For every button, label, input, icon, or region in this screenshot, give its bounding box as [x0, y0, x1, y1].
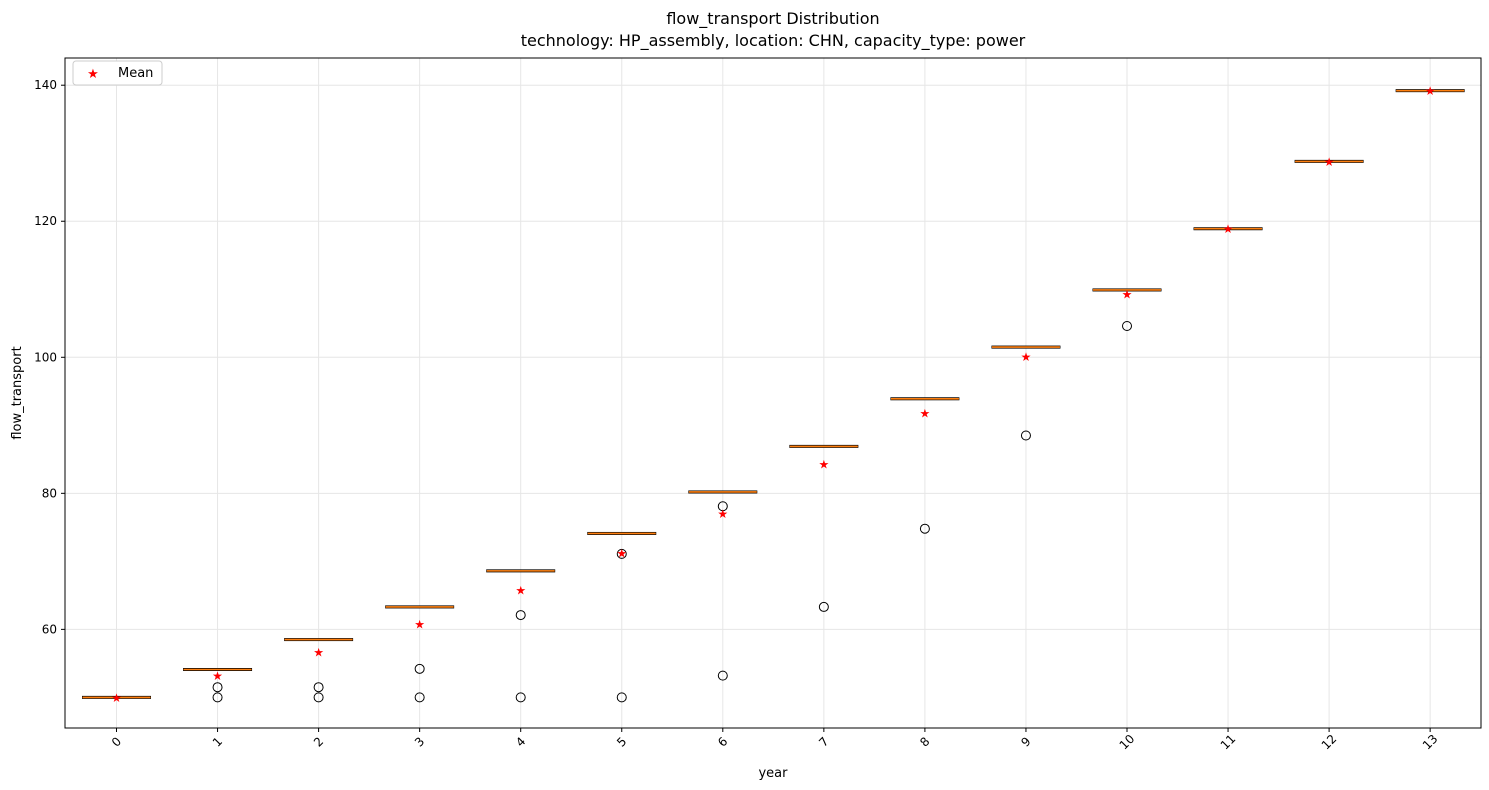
chart-title: flow_transport Distribution [666, 9, 879, 29]
x-tick-label: 6 [715, 734, 730, 749]
legend-box [72, 60, 163, 86]
legend: ★ Mean [72, 60, 163, 86]
mean-point: ★ [313, 645, 324, 659]
mean-point: ★ [616, 547, 627, 561]
x-tick-label: 10 [1117, 732, 1138, 753]
x-tick-label: 0 [109, 734, 124, 749]
mean-point: ★ [515, 583, 526, 597]
x-axis-ticks: 0 1 2 3 4 5 6 7 8 9 10 11 12 13 [109, 728, 1441, 752]
mean-series: ★ ★ ★ ★ ★ ★ ★ ★ ★ ★ ★ ★ ★ ★ [111, 84, 1435, 705]
mean-point: ★ [1122, 288, 1133, 302]
outlier-point [414, 692, 425, 703]
x-tick-label: 9 [1018, 734, 1033, 749]
mean-point: ★ [1223, 222, 1234, 236]
outlier-point [515, 610, 526, 621]
outlier-series [212, 321, 1132, 703]
outlier-point [818, 601, 829, 612]
outlier-point [616, 692, 627, 703]
x-tick-label: 1 [210, 734, 225, 749]
x-tick-label: 3 [412, 734, 427, 749]
x-tick-label: 2 [311, 734, 326, 749]
outlier-point [919, 523, 930, 534]
grid-lines [65, 58, 1481, 728]
outlier-point [313, 682, 324, 693]
x-tick-label: 5 [614, 734, 629, 749]
chart-subtitle: technology: HP_assembly, location: CHN, … [521, 31, 1026, 51]
mean-point: ★ [818, 458, 829, 472]
y-tick-label: 120 [34, 214, 57, 228]
y-axis-ticks: 60 80 100 120 140 [34, 78, 65, 636]
x-axis-label: year [758, 766, 788, 781]
outlier-point [212, 692, 223, 703]
y-tick-label: 100 [34, 350, 57, 364]
outlier-point [414, 663, 425, 674]
y-tick-label: 140 [34, 78, 57, 92]
outlier-point [313, 692, 324, 703]
mean-point: ★ [111, 691, 122, 705]
outlier-point [212, 682, 223, 693]
x-tick-label: 4 [513, 734, 528, 749]
mean-point: ★ [212, 669, 223, 683]
mean-point: ★ [1425, 84, 1436, 98]
mean-point: ★ [414, 617, 425, 631]
outlier-point [717, 670, 728, 681]
x-tick-label: 8 [917, 734, 932, 749]
x-tick-label: 13 [1420, 732, 1441, 753]
mean-point: ★ [717, 507, 728, 521]
x-tick-label: 12 [1319, 732, 1340, 753]
outlier-point [717, 501, 728, 512]
outlier-point [515, 692, 526, 703]
legend-mean-label: Mean [118, 66, 153, 81]
x-tick-label: 7 [816, 734, 831, 749]
y-tick-label: 60 [42, 622, 57, 636]
mean-point: ★ [1021, 350, 1032, 364]
mean-point: ★ [1324, 155, 1335, 169]
mean-point: ★ [920, 407, 931, 421]
outlier-point [616, 548, 627, 559]
outlier-point [1122, 321, 1132, 331]
box-series [82, 89, 1465, 699]
legend-mean-marker: ★ [87, 67, 99, 82]
plot-frame [64, 57, 1482, 729]
x-tick-label: 11 [1218, 732, 1239, 753]
outlier-point [1020, 430, 1031, 441]
y-axis-label: flow_transport [10, 346, 25, 439]
y-tick-label: 80 [42, 486, 57, 500]
